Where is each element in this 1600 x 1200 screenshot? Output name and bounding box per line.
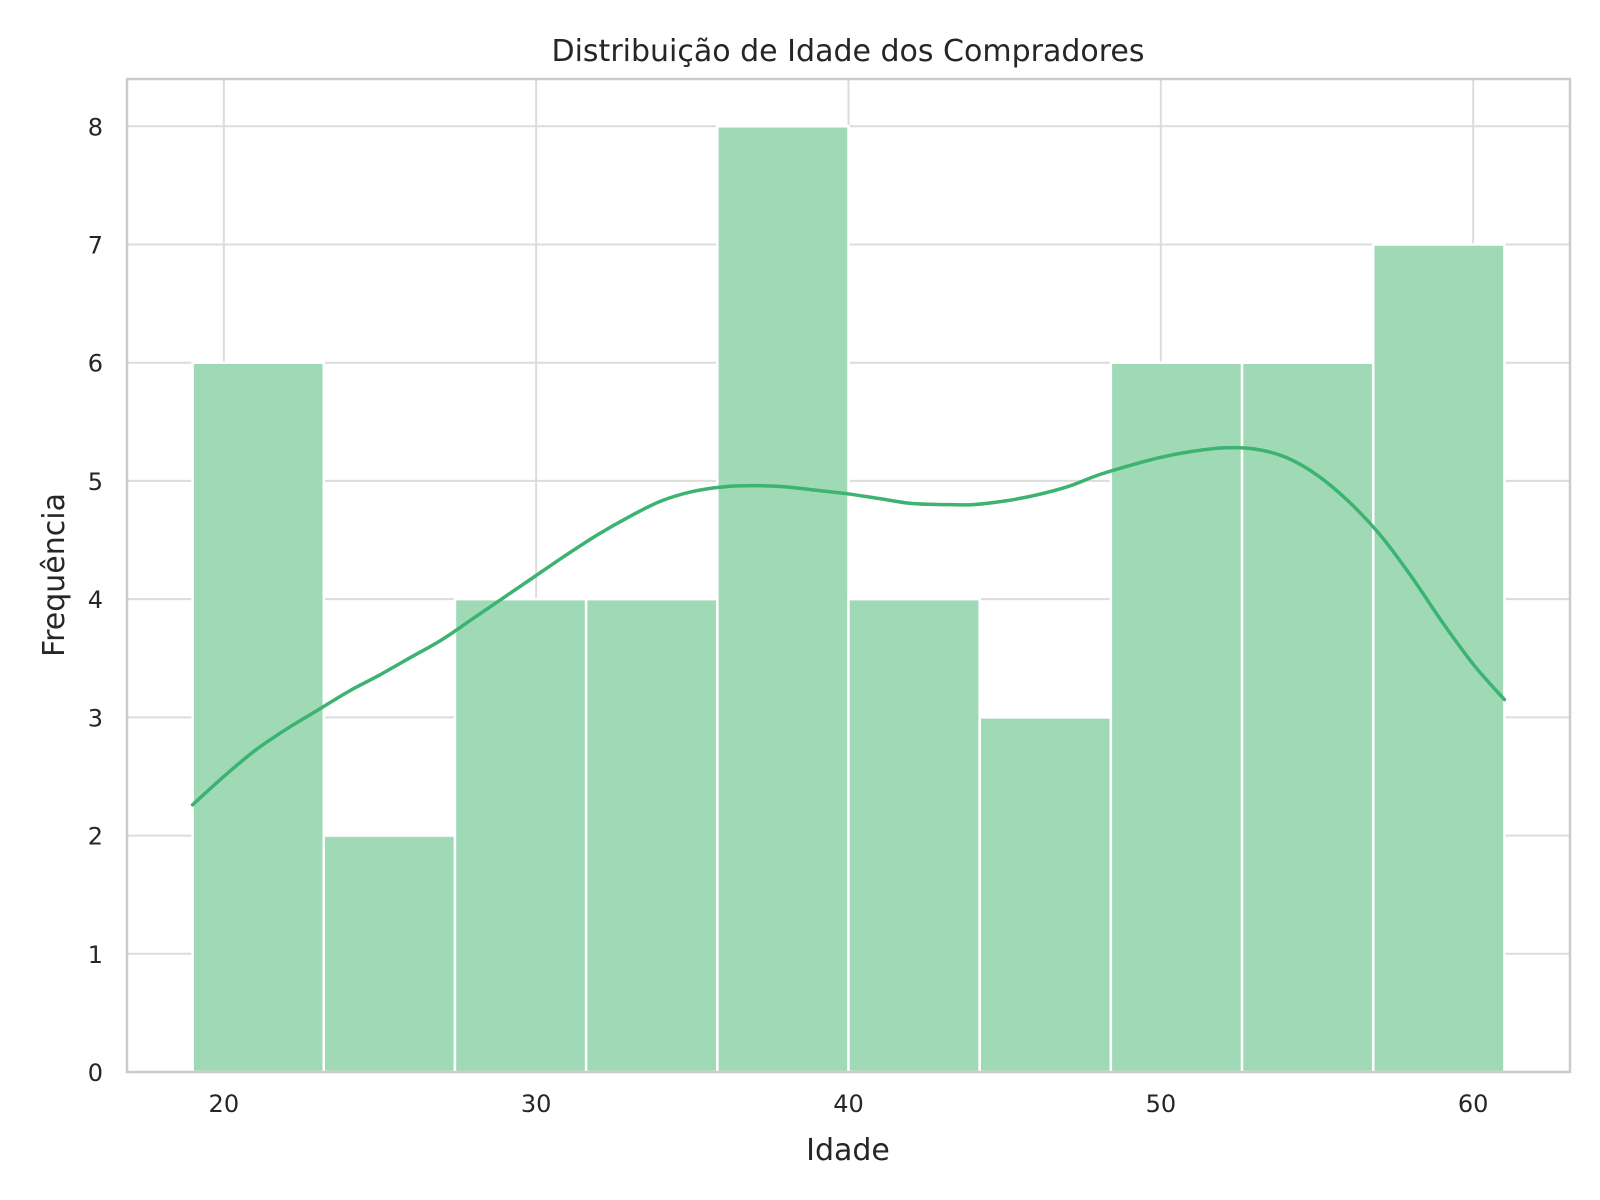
y-tick-label: 0 (88, 1059, 103, 1087)
y-tick-labels: 0 1 2 3 4 5 6 7 8 (88, 113, 103, 1087)
x-tick-label: 30 (521, 1090, 552, 1118)
plot-frame (125, 77, 1572, 1074)
chart-title: Distribuição de Idade dos Compradores (551, 34, 1144, 69)
histogram-bar (978, 716, 1113, 1074)
histogram-bars (191, 125, 1506, 1074)
y-axis-label: Frequência (37, 493, 72, 657)
y-tick-label: 5 (88, 468, 103, 496)
histogram-bar (191, 361, 326, 1074)
x-tick-label: 60 (1458, 1090, 1489, 1118)
y-tick-label: 1 (88, 941, 103, 969)
histogram-bar (322, 834, 457, 1074)
y-tick-label: 7 (88, 232, 103, 260)
y-tick-label: 8 (88, 113, 103, 141)
y-tick-label: 2 (88, 823, 103, 851)
x-tick-label: 40 (833, 1090, 864, 1118)
y-tick-label: 3 (88, 704, 103, 732)
histogram-bar (847, 597, 981, 1074)
histogram-bar (716, 125, 850, 1074)
kde-curve (190, 445, 1507, 807)
x-tick-label: 20 (209, 1090, 240, 1118)
x-tick-label: 50 (1146, 1090, 1177, 1118)
histogram-bar (1371, 243, 1506, 1074)
histogram-bar (453, 597, 588, 1074)
y-tick-label: 4 (88, 586, 103, 614)
histogram-bar (1240, 361, 1375, 1074)
kde-curve-group (190, 445, 1507, 807)
x-axis-label: Idade (806, 1133, 890, 1168)
y-tick-label: 6 (88, 350, 103, 378)
histogram-bar (1109, 361, 1244, 1074)
x-tick-labels: 20 30 40 50 60 (209, 1090, 1489, 1118)
histogram-bar (584, 597, 719, 1074)
